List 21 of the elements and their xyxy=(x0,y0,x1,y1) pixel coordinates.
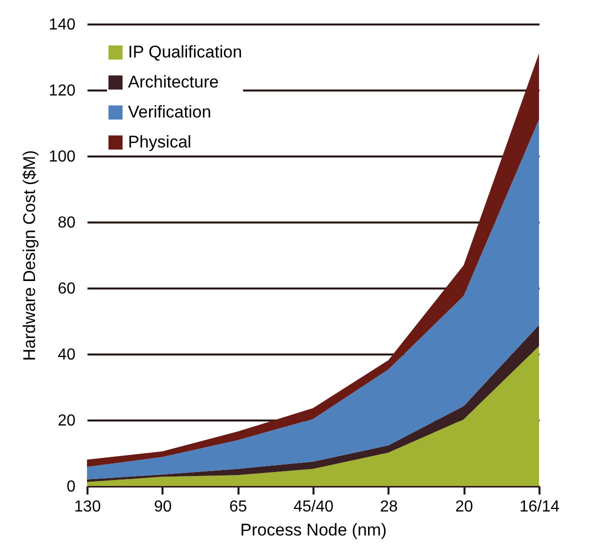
y-tick-label: 60 xyxy=(58,280,76,298)
legend-label: Verification xyxy=(128,102,212,122)
y-tick-label: 80 xyxy=(58,214,76,232)
legend-label: Physical xyxy=(128,132,192,152)
x-tick-label: 90 xyxy=(154,498,172,516)
x-tick-label: 20 xyxy=(455,498,474,516)
x-tick-label: 45/40 xyxy=(293,498,334,516)
y-tick-label: 40 xyxy=(58,346,76,364)
x-axis-title: Process Node (nm) xyxy=(240,520,387,540)
y-axis-title: Hardware Design Cost ($M) xyxy=(20,150,39,361)
x-tick-label: 65 xyxy=(229,498,248,516)
y-tick-label: 120 xyxy=(48,82,76,100)
y-tick-label: 140 xyxy=(48,16,76,34)
legend-label: Architecture xyxy=(128,72,219,92)
y-tick-label: 0 xyxy=(66,478,76,496)
y-tick-label: 100 xyxy=(48,148,76,166)
legend-label: IP Qualification xyxy=(128,42,242,62)
x-tick-label: 28 xyxy=(380,498,398,516)
y-tick-label: 20 xyxy=(58,412,76,430)
x-tick-label: 16/14 xyxy=(519,498,560,516)
x-tick-label: 130 xyxy=(74,498,101,516)
